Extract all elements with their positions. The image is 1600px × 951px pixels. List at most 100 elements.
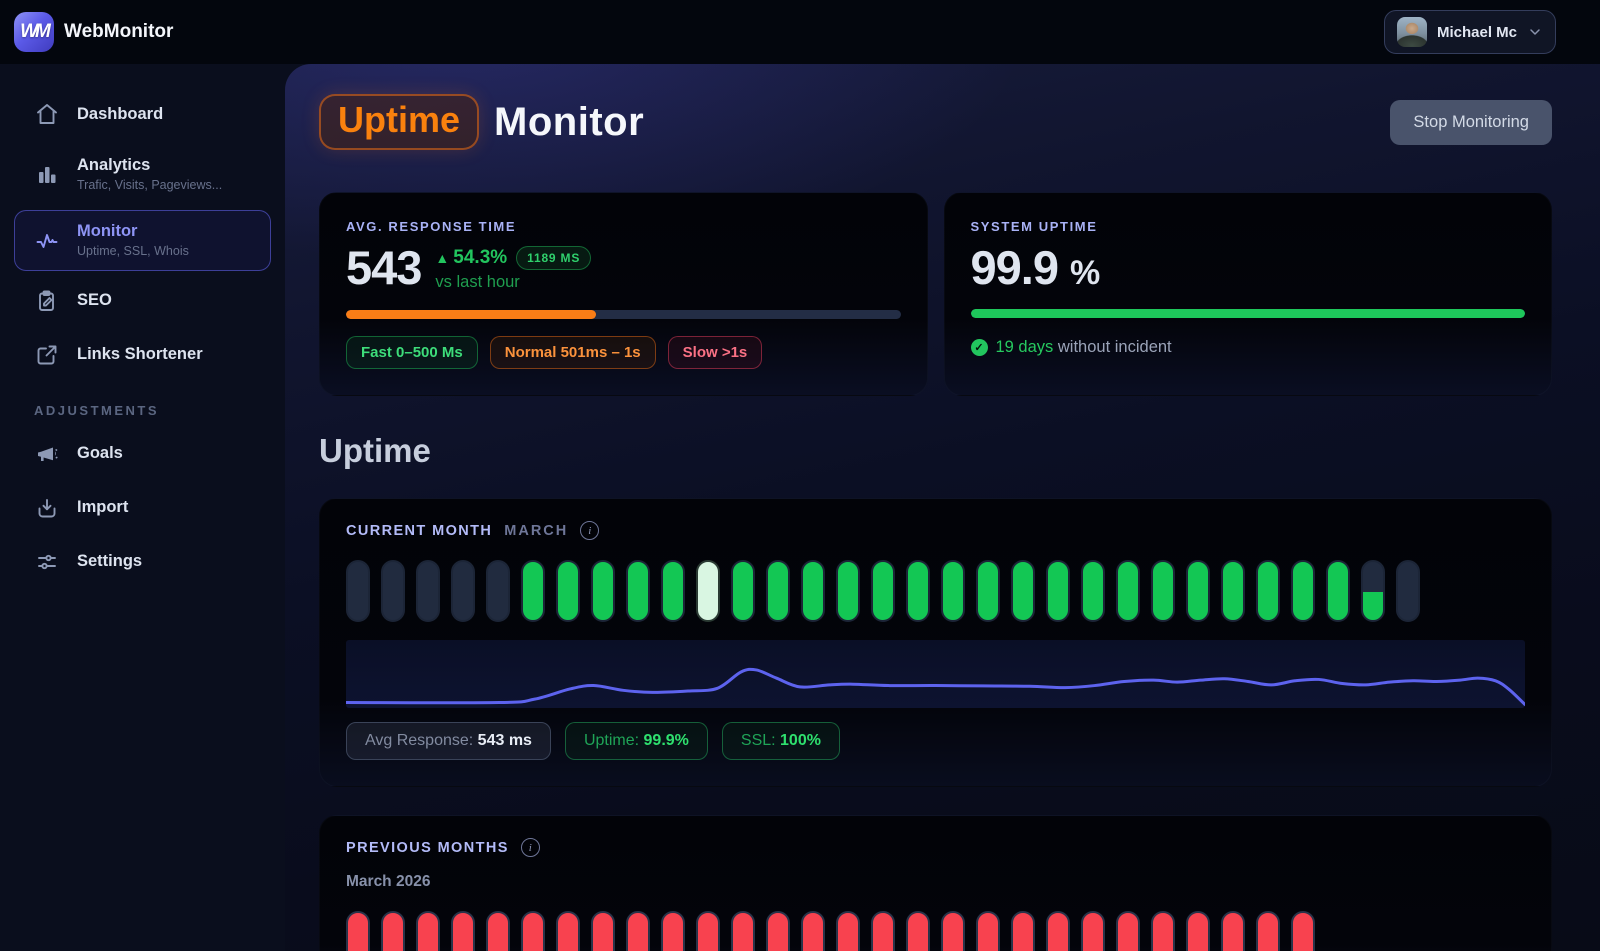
day-pill-7 — [556, 560, 580, 622]
day-pill-18 — [941, 911, 965, 951]
sidebar-item-seo[interactable]: SEO — [14, 277, 271, 325]
chevron-down-icon — [1527, 24, 1543, 40]
day-pill-21 — [1046, 560, 1070, 622]
day-pill-3 — [416, 560, 440, 622]
day-pill-28 — [1291, 560, 1315, 622]
day-pill-26 — [1221, 560, 1245, 622]
day-pill-21 — [1046, 911, 1070, 951]
day-pill-3 — [416, 911, 440, 951]
legend-badge-orange: Normal 501ms – 1s — [489, 336, 656, 369]
sidebar-item-dashboard[interactable]: Dashboard — [14, 90, 271, 138]
day-pill-1 — [346, 911, 370, 951]
sidebar-item-monitor[interactable]: Monitor Uptime, SSL, Whois — [14, 210, 271, 271]
day-pill-12 — [731, 560, 755, 622]
current-month-day-bars — [346, 560, 1525, 622]
day-pill-27 — [1256, 560, 1280, 622]
day-pill-13 — [766, 560, 790, 622]
response-progress-track — [346, 310, 901, 319]
system-uptime-label: SYSTEM UPTIME — [970, 219, 1098, 234]
day-pill-7 — [556, 911, 580, 951]
day-pill-20 — [1011, 911, 1035, 951]
incident-caption: without incident — [1057, 338, 1172, 356]
avg-response-label: AVG. RESPONSE TIME — [346, 219, 517, 234]
sidebar-item-settings[interactable]: Settings — [14, 538, 271, 586]
delta-caption: vs last hour — [435, 273, 520, 291]
app-name: WebMonitor — [64, 21, 174, 42]
previous-months-card: PREVIOUS MONTHS i March 2026 — [319, 815, 1552, 951]
sidebar-item-analytics[interactable]: Analytics Trafic, Visits, Pageviews... — [14, 144, 271, 204]
sidebar-item-goals[interactable]: Goals — [14, 430, 271, 478]
day-pill-31 — [1396, 560, 1420, 622]
day-pill-12 — [731, 911, 755, 951]
info-icon[interactable]: i — [580, 521, 600, 540]
day-pill-30 — [1361, 560, 1385, 622]
sidebar-item-label: Goals — [77, 444, 123, 463]
day-pill-22 — [1081, 560, 1105, 622]
previous-months-label: PREVIOUS MONTHS — [346, 839, 509, 856]
day-pill-27 — [1256, 911, 1280, 951]
day-pill-9 — [626, 911, 650, 951]
response-legend: Fast 0–500 Ms Normal 501ms – 1s Slow >1s — [346, 336, 901, 369]
page-header: Uptime Monitor Stop Monitoring — [319, 94, 1552, 150]
legend-badge-green: Fast 0–500 Ms — [346, 336, 478, 369]
page-title-text: Monitor — [494, 99, 645, 144]
current-month-label: CURRENT MONTH — [346, 522, 493, 539]
day-pill-4 — [451, 560, 475, 622]
day-pill-11 — [696, 911, 720, 951]
current-month-name: MARCH — [504, 522, 569, 539]
sidebar-item-links-shortener[interactable]: Links Shortener — [14, 331, 271, 379]
check-circle-icon: ✓ — [970, 339, 988, 356]
sidebar-item-import[interactable]: Import — [14, 484, 271, 532]
day-pill-17 — [906, 560, 930, 622]
stat-chip: SSL: 100% — [721, 722, 840, 760]
stop-monitoring-button[interactable]: Stop Monitoring — [1390, 99, 1552, 145]
sidebar-item-label: Analytics — [77, 156, 151, 174]
sidebar-item-subtitle: Trafic, Visits, Pageviews... — [77, 177, 223, 192]
day-pill-29 — [1326, 560, 1350, 622]
brand: WM WebMonitor — [14, 12, 173, 52]
day-pill-24 — [1151, 911, 1175, 951]
user-name: Michael Mc — [1436, 23, 1517, 41]
day-pill-5 — [486, 911, 510, 951]
day-pill-8 — [591, 560, 615, 622]
user-menu[interactable]: Michael Mc — [1383, 10, 1556, 54]
response-time-chart — [346, 640, 1525, 708]
sidebar: Dashboard Analytics Trafic, Visits, Pagevi… — [0, 64, 285, 951]
previous-month-day-bars — [346, 911, 1525, 951]
app-logo-icon: WM — [14, 12, 54, 52]
day-pill-23 — [1116, 911, 1140, 951]
clipboard-pen-icon — [35, 289, 59, 313]
stat-chip: Uptime: 99.9% — [564, 722, 708, 760]
avg-response-card: AVG. RESPONSE TIME 543 ▲ 54.3% 1189 MS vs… — [319, 192, 928, 396]
system-uptime-card: SYSTEM UPTIME 99.9 % ✓ 19 days without i… — [943, 192, 1552, 396]
sidebar-item-label: Import — [77, 498, 129, 517]
top-bar: WM WebMonitor Michael Mc — [0, 0, 1600, 64]
sidebar-item-label: SEO — [77, 291, 112, 310]
day-pill-22 — [1081, 911, 1105, 951]
day-pill-14 — [801, 560, 825, 622]
sliders-icon — [35, 550, 59, 574]
download-icon — [35, 496, 59, 520]
sidebar-item-label: Settings — [77, 552, 143, 571]
previous-month-name: March 2026 — [346, 873, 431, 890]
day-pill-16 — [871, 560, 895, 622]
sidebar-nav: Dashboard Analytics Trafic, Visits, Pagevi… — [14, 90, 271, 379]
incident-status: ✓ 19 days without incident — [970, 338, 1526, 357]
uptime-section-title: Uptime — [319, 432, 431, 469]
info-icon[interactable]: i — [520, 838, 540, 857]
megaphone-icon — [35, 442, 59, 466]
uptime-progress-track — [970, 309, 1525, 318]
day-pill-11 — [696, 560, 720, 622]
day-pill-8 — [591, 911, 615, 951]
activity-icon — [35, 229, 59, 253]
day-pill-1 — [346, 560, 370, 622]
day-pill-10 — [661, 911, 685, 951]
stat-chip: Avg Response: 543 ms — [346, 722, 551, 760]
page-title: Uptime Monitor — [319, 94, 644, 150]
month-stat-chips: Avg Response: 543 ms Uptime: 99.9% SSL: 10… — [346, 722, 1525, 760]
uptime-title-badge: Uptime — [319, 94, 480, 150]
ms-badge: 1189 MS — [516, 246, 592, 270]
sidebar-item-label: Monitor — [77, 222, 138, 241]
day-pill-19 — [976, 911, 1000, 951]
day-pill-15 — [836, 911, 860, 951]
